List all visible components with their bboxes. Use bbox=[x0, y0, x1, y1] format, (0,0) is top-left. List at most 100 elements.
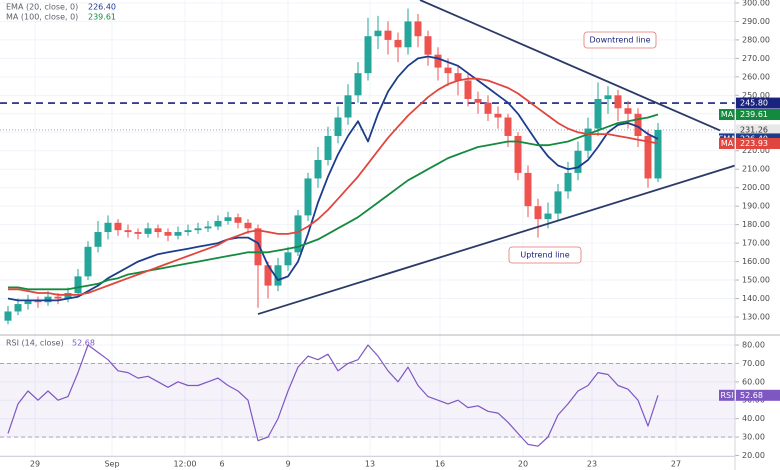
trendline bbox=[419, 0, 721, 132]
series-tag-label: 239.61 bbox=[740, 110, 768, 119]
candle-body bbox=[84, 246, 92, 277]
legend-label: RSI (14, close) bbox=[6, 339, 64, 348]
candle-body bbox=[644, 135, 652, 179]
y-tick-label: 200.00 bbox=[742, 183, 770, 192]
series-tag-label: 52.68 bbox=[740, 391, 763, 400]
candle-body bbox=[334, 117, 342, 136]
candle-body bbox=[574, 150, 582, 173]
candle-body bbox=[94, 232, 102, 247]
candle-body bbox=[364, 36, 372, 74]
candle-body bbox=[344, 95, 352, 118]
x-tick-label: Sep bbox=[104, 460, 119, 469]
price-tag-label: 231.26 bbox=[740, 125, 768, 134]
indicator-line bbox=[7, 344, 659, 447]
trendline bbox=[257, 164, 735, 315]
x-tick-label: 27 bbox=[671, 460, 681, 469]
candle-body bbox=[214, 220, 222, 227]
legend-value: 52.68 bbox=[72, 339, 95, 348]
candle-body bbox=[534, 206, 542, 220]
candle-body bbox=[594, 99, 602, 129]
y-tick-label: 260.00 bbox=[742, 72, 770, 81]
candle-body bbox=[144, 228, 152, 234]
legend-value: 226.40 bbox=[88, 3, 116, 12]
x-tick-label: 16 bbox=[435, 460, 445, 469]
candle-body bbox=[164, 232, 172, 236]
x-tick-label: 9 bbox=[285, 460, 290, 469]
legend-value: 239.61 bbox=[88, 13, 116, 22]
candle-body bbox=[354, 73, 362, 96]
y-tick-label: 290.00 bbox=[742, 17, 770, 26]
candle-body bbox=[624, 108, 632, 114]
candle-body bbox=[114, 222, 122, 231]
candle-body bbox=[434, 54, 442, 68]
x-tick-label: 23 bbox=[587, 460, 597, 469]
series-tag-name: MA bbox=[721, 139, 734, 148]
series-tag-name: MA bbox=[721, 110, 734, 119]
candle-body bbox=[654, 129, 662, 179]
y-tick-label: 160.00 bbox=[742, 257, 770, 266]
candle-body bbox=[374, 30, 382, 37]
x-tick-label: 20 bbox=[518, 460, 528, 469]
annotation-box bbox=[508, 246, 582, 264]
candle-body bbox=[264, 265, 272, 286]
candle-body bbox=[194, 228, 202, 231]
candle-body bbox=[154, 228, 162, 233]
candle-body bbox=[64, 292, 72, 299]
x-tick-label: 29 bbox=[30, 460, 40, 469]
candle-body bbox=[304, 178, 312, 216]
series-tag bbox=[736, 137, 780, 149]
candle-body bbox=[614, 95, 622, 109]
candle-body bbox=[34, 300, 42, 303]
candle-body bbox=[314, 159, 322, 179]
candle-body bbox=[514, 135, 522, 173]
candle-body bbox=[234, 217, 242, 223]
y-tick-label: 280.00 bbox=[742, 35, 770, 44]
y-tick-label: 140.00 bbox=[742, 294, 770, 303]
candle-body bbox=[294, 215, 302, 253]
series-tag-name-box bbox=[719, 137, 735, 149]
rsi-band bbox=[0, 363, 735, 438]
series-tag-name-box bbox=[719, 109, 735, 121]
y-tick-label: 270.00 bbox=[742, 54, 770, 63]
candle-body bbox=[404, 21, 412, 48]
legend-label: EMA (20, close, 0) bbox=[6, 3, 78, 12]
y-tick-label: 40.00 bbox=[742, 414, 765, 423]
candle-body bbox=[104, 222, 112, 233]
level-tag-label: 245.80 bbox=[740, 99, 768, 108]
y-tick-label: 250.00 bbox=[742, 91, 770, 100]
y-tick-label: 30.00 bbox=[742, 433, 765, 442]
candle-body bbox=[124, 230, 132, 233]
annotation: Downtrend line bbox=[590, 36, 651, 45]
candle-body bbox=[324, 135, 332, 160]
candle-body bbox=[414, 21, 422, 37]
candle-body bbox=[494, 113, 502, 118]
candle-body bbox=[524, 172, 532, 207]
y-tick-label: 150.00 bbox=[742, 276, 770, 285]
candle-body bbox=[464, 80, 472, 100]
candle-body bbox=[564, 172, 572, 192]
candle-body bbox=[484, 102, 492, 114]
candle-body bbox=[604, 95, 612, 100]
indicator-line bbox=[7, 55, 659, 302]
candle-body bbox=[554, 191, 562, 214]
candle-body bbox=[244, 222, 252, 229]
candle-body bbox=[384, 30, 392, 40]
y-tick-label: 220.00 bbox=[742, 146, 770, 155]
candle-body bbox=[444, 67, 452, 74]
series-tag-label: 223.93 bbox=[740, 139, 768, 148]
y-tick-label: 130.00 bbox=[742, 313, 770, 322]
series-tag-name-box bbox=[719, 389, 735, 401]
y-tick-label: 170.00 bbox=[742, 239, 770, 248]
candle-body bbox=[44, 296, 52, 303]
candle-body bbox=[224, 217, 232, 221]
candle-body bbox=[174, 232, 182, 236]
series-tag-name: RSI bbox=[721, 391, 734, 400]
candle-body bbox=[54, 296, 62, 299]
candle-body bbox=[24, 300, 32, 305]
annotation-box bbox=[583, 31, 657, 49]
annotation: Uptrend line bbox=[520, 251, 569, 260]
y-tick-label: 70.00 bbox=[742, 359, 765, 368]
candle-body bbox=[204, 226, 212, 229]
candle-body bbox=[274, 265, 282, 286]
